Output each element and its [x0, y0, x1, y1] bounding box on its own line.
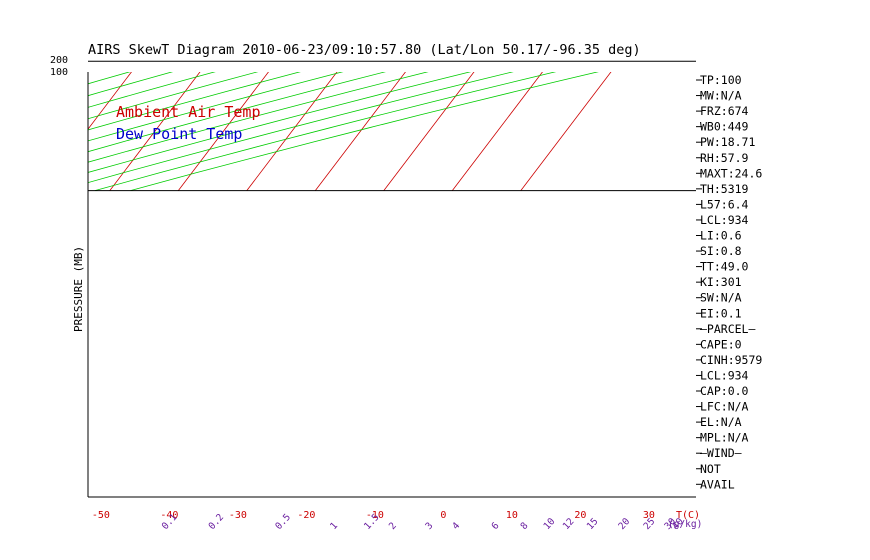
- index-entry: TT:49.0: [700, 260, 749, 274]
- index-entry: AVAIL: [700, 477, 735, 491]
- bottom-temperature-tick-labels: -50 -40 -30 -20 -10 0 10 20 30: [92, 510, 655, 521]
- index-entry: SW:N/A: [700, 291, 742, 305]
- legend-dew-point-temp: Dew Point Temp: [116, 125, 242, 143]
- mixing-ratio-label: 1: [328, 520, 340, 532]
- mixing-ratio-label: 10: [542, 516, 558, 532]
- y-axis-label: PRESSURE (MB): [72, 246, 85, 332]
- isotherm-line: [0, 0, 169, 191]
- index-entry: LCL:934: [700, 213, 749, 227]
- index-entry: NOT: [700, 462, 721, 476]
- isotherm-line: [0, 0, 238, 191]
- bottom-temp-tick-label: 30: [643, 510, 655, 521]
- isotherm-line: [0, 0, 101, 191]
- dry-adiabat-line: [0, 0, 609, 191]
- isotherm-line: [177, 72, 269, 191]
- mixing-ratio-label: 0.5: [273, 512, 293, 532]
- index-entry: MPL:N/A: [700, 431, 749, 445]
- isotherm-line: [0, 0, 32, 191]
- bottom-temp-tick-label: -40: [160, 510, 178, 521]
- mixing-ratio-label: 4: [450, 520, 462, 532]
- grid-lines: [0, 0, 817, 191]
- index-entry: KI:301: [700, 275, 742, 289]
- dewpoint-temp-profile: [0, 0, 498, 191]
- index-entry: —WIND—: [700, 446, 742, 460]
- mixing-ratio-label: 8: [519, 520, 531, 532]
- dry-adiabat-line: [0, 0, 470, 191]
- index-entry: WB0:449: [700, 120, 749, 134]
- mixing-ratio-unit: (g/kg): [668, 519, 702, 530]
- mixing-ratio-label: 6: [490, 520, 502, 532]
- index-entry: LCL:934: [700, 368, 749, 382]
- bottom-temp-tick-label: 0: [440, 510, 446, 521]
- pressure-tick-label: 200: [50, 55, 68, 66]
- index-entry: CINH:9579: [700, 353, 762, 367]
- ambient-temp-profile: [0, 0, 553, 191]
- dry-adiabat-line: [0, 0, 678, 191]
- dry-adiabat-line: [0, 0, 53, 191]
- index-entry: RH:57.9: [700, 151, 749, 165]
- index-entry: CAP:0.0: [700, 384, 749, 398]
- isotherm-line: [314, 72, 406, 191]
- isotherm-line: [0, 0, 306, 191]
- isotherm-line: [246, 72, 338, 191]
- index-entry: —PARCEL—: [700, 322, 755, 336]
- bottom-temp-tick-label: -50: [92, 510, 110, 521]
- profile-lines: [0, 0, 553, 191]
- index-entry: FRZ:674: [700, 104, 749, 118]
- index-entry: TP:100: [700, 73, 742, 87]
- bottom-temp-tick-label: 10: [506, 510, 518, 521]
- chart-title: AIRS SkewT Diagram 2010-06-23/09:10:57.8…: [88, 42, 641, 58]
- mixing-ratio-label: 0.2: [207, 512, 227, 532]
- index-entry: TH:5319: [700, 182, 749, 196]
- mixing-ratio-label: 20: [616, 516, 632, 532]
- dry-adiabat-line: [0, 0, 748, 191]
- index-entry: LI:0.6: [700, 229, 742, 243]
- bottom-temp-tick-label: 20: [574, 510, 586, 521]
- dry-adiabat-line: [0, 0, 122, 191]
- isotherm-line: [88, 72, 132, 130]
- index-entry: MAXT:24.6: [700, 166, 762, 180]
- index-entry: EL:N/A: [700, 415, 742, 429]
- index-entry: PW:18.71: [700, 135, 755, 149]
- isotherm-line: [383, 72, 475, 191]
- bottom-temp-tick-label: -10: [366, 510, 384, 521]
- x-axis-label: T(C): [676, 510, 700, 521]
- bottom-temp-tick-label: -20: [297, 510, 315, 521]
- index-entry: EI:0.1: [700, 306, 742, 320]
- mixing-ratio-label: 3: [423, 520, 435, 532]
- isotherm-line: [520, 72, 612, 191]
- index-entry: MW:N/A: [700, 89, 742, 103]
- dry-adiabat-line: [0, 0, 817, 191]
- index-entry: LFC:N/A: [700, 400, 749, 414]
- mixing-ratio-label: 15: [585, 516, 601, 532]
- index-entry: L57:6.4: [700, 197, 749, 211]
- index-entry: SI:0.8: [700, 244, 742, 258]
- mixing-ratio-label: 2: [387, 520, 399, 532]
- index-entry: CAPE:0: [700, 337, 742, 351]
- bottom-temp-tick-label: -30: [229, 510, 247, 521]
- pressure-tick-label: 100: [50, 67, 68, 78]
- pressure-tick-labels: 1002003004005006007008009001000: [50, 55, 68, 78]
- dry-adiabat-line: [130, 72, 599, 191]
- isobar-lines: [87, 60, 696, 498]
- isotherm-line: [109, 72, 201, 191]
- isotherm-line: [451, 72, 543, 191]
- dry-adiabat-line: [0, 0, 331, 191]
- legend-ambient-air-temp: Ambient Air Temp: [116, 103, 261, 121]
